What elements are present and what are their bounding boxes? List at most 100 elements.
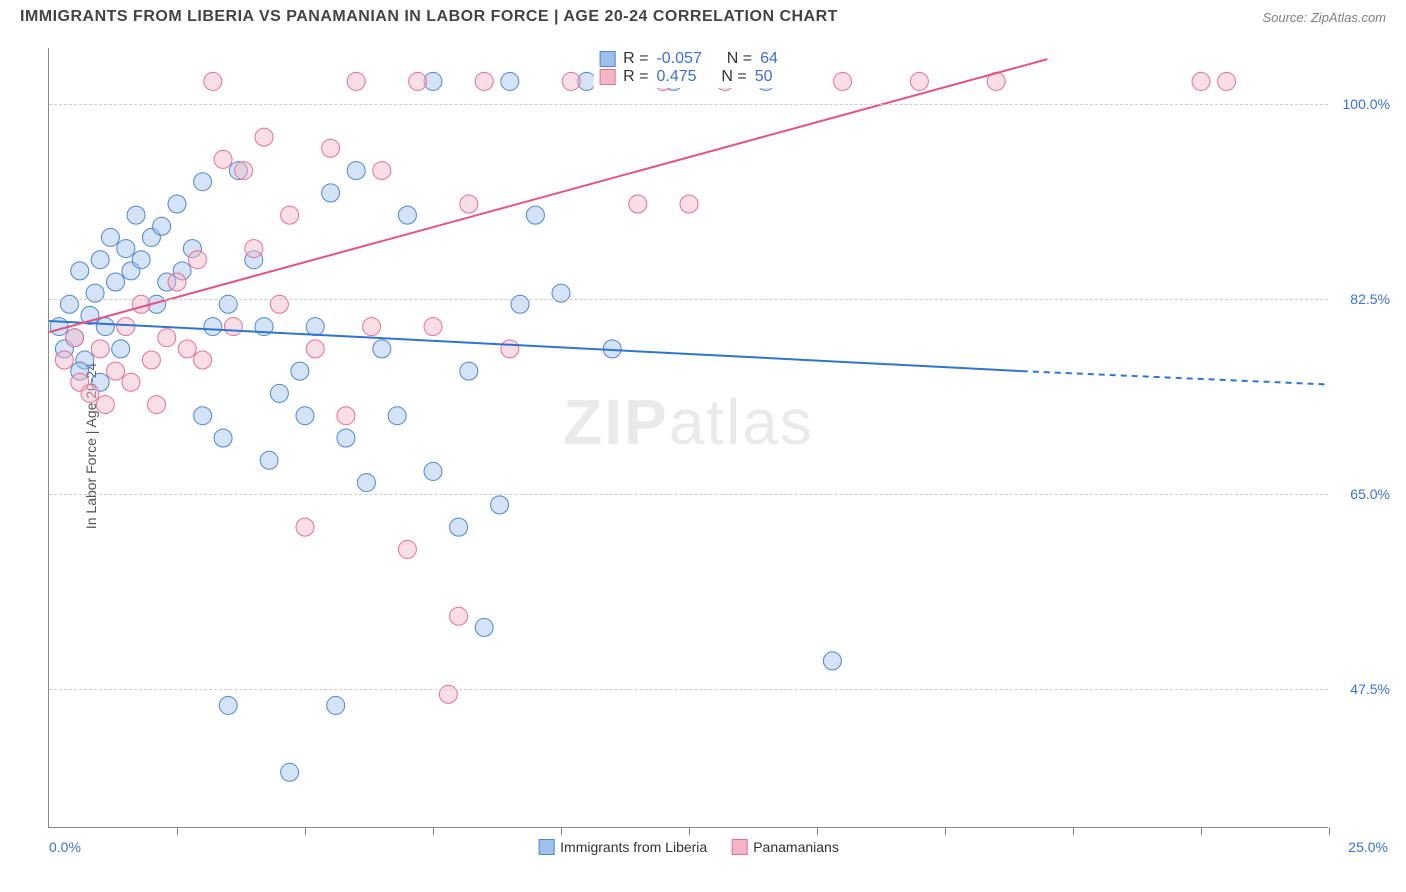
data-point [214, 150, 232, 168]
data-point [363, 318, 381, 336]
data-point [101, 228, 119, 246]
data-point [322, 139, 340, 157]
data-point [491, 496, 509, 514]
data-point [629, 195, 647, 213]
data-point [475, 618, 493, 636]
data-point [132, 251, 150, 269]
legend-item: Panamanians [731, 839, 839, 855]
data-point [910, 72, 928, 90]
y-tick-label: 47.5% [1350, 681, 1390, 697]
data-point [388, 407, 406, 425]
data-point [501, 340, 519, 358]
data-point [153, 217, 171, 235]
data-point [450, 518, 468, 536]
data-point [96, 318, 114, 336]
gridline [49, 104, 1328, 105]
data-point [168, 195, 186, 213]
data-point [306, 318, 324, 336]
data-point [91, 251, 109, 269]
data-point [127, 206, 145, 224]
stats-box: R =-0.057 N =64R =0.475 N =50 [593, 48, 784, 88]
stat-r-value: -0.057 [656, 50, 701, 68]
gridline [49, 299, 1328, 300]
x-tick [305, 827, 306, 835]
chart-title: IMMIGRANTS FROM LIBERIA VS PANAMANIAN IN… [20, 8, 838, 26]
y-tick-label: 82.5% [1350, 291, 1390, 307]
data-point [680, 195, 698, 213]
data-point [347, 162, 365, 180]
x-tick [817, 827, 818, 835]
legend-label: Immigrants from Liberia [560, 839, 707, 855]
data-point [398, 206, 416, 224]
data-point [107, 362, 125, 380]
legend-item: Immigrants from Liberia [538, 839, 707, 855]
data-point [306, 340, 324, 358]
data-point [398, 540, 416, 558]
data-point [450, 607, 468, 625]
data-point [168, 273, 186, 291]
data-point [357, 474, 375, 492]
data-point [224, 318, 242, 336]
stat-n-value: 50 [755, 68, 773, 86]
data-point [526, 206, 544, 224]
data-point [281, 763, 299, 781]
x-axis-min-label: 0.0% [49, 839, 81, 855]
source-label: Source: ZipAtlas.com [1262, 10, 1386, 25]
data-point [296, 518, 314, 536]
stat-r-label: R = [623, 68, 648, 86]
data-point [81, 384, 99, 402]
gridline [49, 494, 1328, 495]
data-point [409, 72, 427, 90]
data-point [148, 396, 166, 414]
stat-n-value: 64 [760, 50, 778, 68]
data-point [194, 407, 212, 425]
y-tick-label: 65.0% [1350, 486, 1390, 502]
data-point [1192, 72, 1210, 90]
data-point [424, 318, 442, 336]
data-point [460, 195, 478, 213]
data-point [347, 72, 365, 90]
data-point [55, 351, 73, 369]
scatter-plot-svg [49, 48, 1328, 827]
x-tick [177, 827, 178, 835]
stats-row: R =-0.057 N =64 [599, 50, 778, 68]
stat-n-label: N = [721, 68, 746, 86]
data-point [327, 696, 345, 714]
data-point [91, 340, 109, 358]
data-point [158, 329, 176, 347]
data-point [337, 407, 355, 425]
data-point [823, 652, 841, 670]
trend-line-extrapolated [1022, 371, 1329, 384]
data-point [214, 429, 232, 447]
data-point [337, 429, 355, 447]
data-point [117, 318, 135, 336]
data-point [107, 273, 125, 291]
data-point [245, 240, 263, 258]
stats-swatch [599, 51, 615, 67]
data-point [475, 72, 493, 90]
data-point [281, 206, 299, 224]
x-tick [945, 827, 946, 835]
data-point [219, 696, 237, 714]
data-point [178, 340, 196, 358]
legend-swatch [731, 839, 747, 855]
data-point [204, 72, 222, 90]
data-point [291, 362, 309, 380]
data-point [296, 407, 314, 425]
legend-swatch [538, 839, 554, 855]
data-point [562, 72, 580, 90]
x-tick [689, 827, 690, 835]
data-point [270, 384, 288, 402]
data-point [112, 340, 130, 358]
data-point [373, 340, 391, 358]
data-point [424, 462, 442, 480]
data-point [66, 329, 84, 347]
data-point [96, 396, 114, 414]
x-tick [1329, 827, 1330, 835]
data-point [1218, 72, 1236, 90]
x-tick [1201, 827, 1202, 835]
stat-n-label: N = [727, 50, 752, 68]
data-point [188, 251, 206, 269]
data-point [194, 173, 212, 191]
data-point [142, 351, 160, 369]
